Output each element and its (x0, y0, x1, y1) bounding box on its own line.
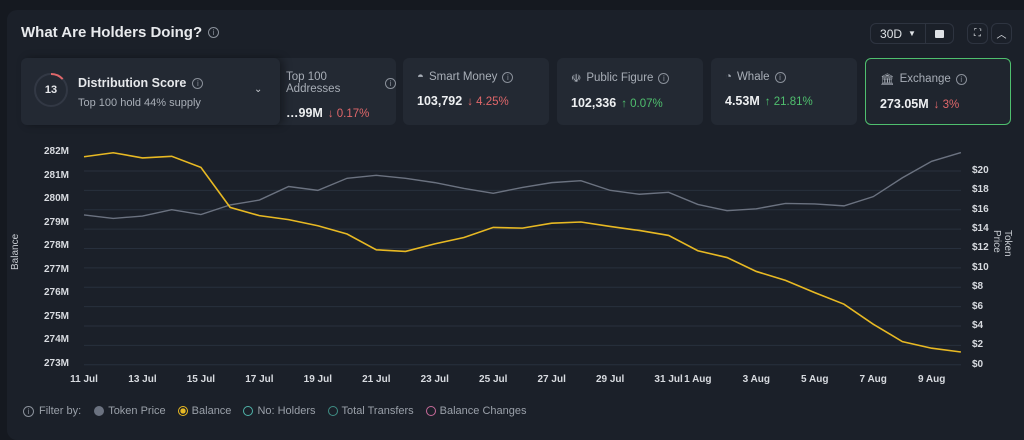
radio-icon (178, 406, 188, 416)
y-axis-label: Balance (10, 234, 21, 270)
filter-option-label: Token Price (108, 405, 165, 417)
filter-label: Filter by: (39, 405, 81, 417)
y2-tick: $4 (972, 320, 983, 331)
x-tick: 15 Jul (187, 374, 215, 385)
y2-tick: $2 (972, 339, 983, 350)
y2-tick: $16 (972, 204, 989, 215)
y-tick: 281M (44, 170, 69, 181)
x-tick: 21 Jul (362, 374, 390, 385)
y-tick: 277M (44, 264, 69, 275)
filter-option[interactable]: Balance Changes (418, 405, 527, 417)
radio-icon (426, 406, 436, 416)
filter-option[interactable]: Total Transfers (320, 405, 414, 417)
x-tick: 17 Jul (245, 374, 273, 385)
filter-option-label: No: Holders (257, 405, 315, 417)
x-tick: 11 Jul (70, 374, 98, 385)
y-tick: 275M (44, 311, 69, 322)
series-line-token-price (84, 153, 961, 219)
x-tick: 31 Jul (654, 374, 682, 385)
y2-tick: $6 (972, 301, 983, 312)
filter-option-label: Total Transfers (342, 405, 414, 417)
y2-tick: $20 (972, 165, 989, 176)
y-tick: 282M (44, 146, 69, 157)
x-tick: 3 Aug (743, 374, 770, 385)
y2-tick: $8 (972, 281, 983, 292)
x-tick: 13 Jul (128, 374, 156, 385)
radio-icon (328, 406, 338, 416)
y2-tick: $0 (972, 359, 983, 370)
y2-tick: $14 (972, 223, 989, 234)
y-tick: 279M (44, 217, 69, 228)
x-tick: 7 Aug (859, 374, 886, 385)
y-tick: 274M (44, 334, 69, 345)
holders-chart (0, 0, 1024, 427)
filter-option-label: Balance (192, 405, 232, 417)
filter-option[interactable]: Balance (170, 405, 232, 417)
y2-tick: $18 (972, 184, 989, 195)
x-tick: 25 Jul (479, 374, 507, 385)
x-tick: 9 Aug (918, 374, 945, 385)
x-tick: 23 Jul (421, 374, 449, 385)
y-tick: 276M (44, 287, 69, 298)
series-line-balance (84, 153, 961, 352)
x-tick: 1 Aug (684, 374, 711, 385)
filter-option[interactable]: No: Holders (235, 405, 315, 417)
info-icon[interactable]: i (23, 406, 34, 417)
y-tick: 273M (44, 358, 69, 369)
filter-option[interactable]: Token Price (86, 405, 165, 417)
x-tick: 29 Jul (596, 374, 624, 385)
y-tick: 280M (44, 193, 69, 204)
y2-axis-label: Token Price (991, 230, 1013, 257)
y2-tick: $10 (972, 262, 989, 273)
y-tick: 278M (44, 240, 69, 251)
radio-icon (243, 406, 253, 416)
x-tick: 19 Jul (304, 374, 332, 385)
y2-tick: $12 (972, 242, 989, 253)
radio-icon (94, 406, 104, 416)
x-tick: 27 Jul (537, 374, 565, 385)
filter-bar: i Filter by: Token Price Balance No: Holde… (23, 405, 527, 417)
filter-option-label: Balance Changes (440, 405, 527, 417)
x-tick: 5 Aug (801, 374, 828, 385)
